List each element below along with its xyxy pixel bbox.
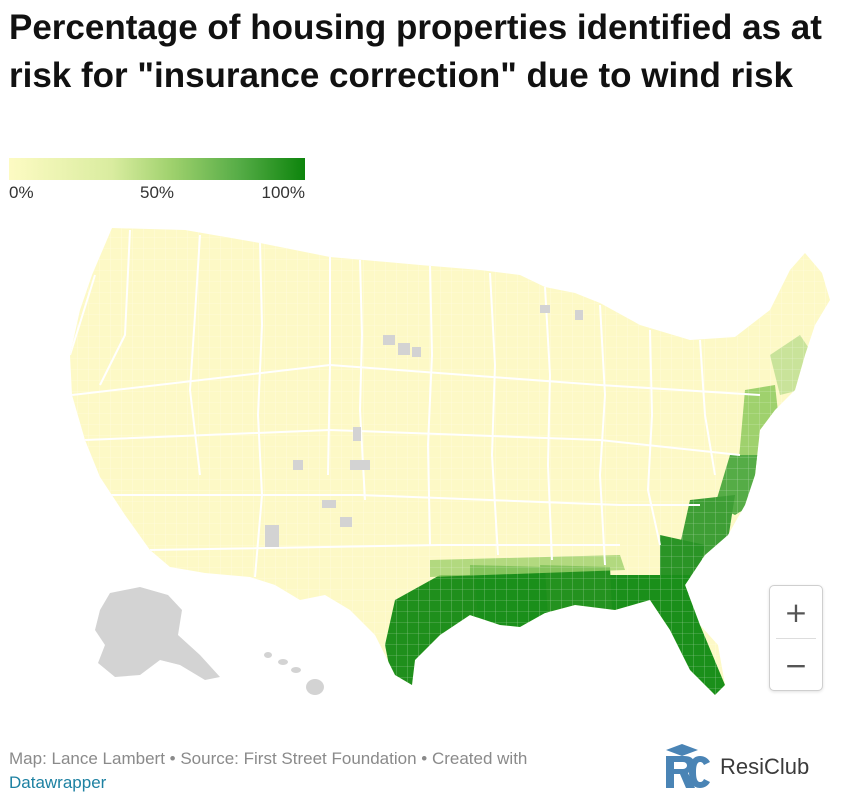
zoom-out-button[interactable]: −: [770, 639, 822, 691]
region-alaska[interactable]: [95, 587, 220, 680]
zoom-in-button[interactable]: +: [770, 586, 822, 638]
zoom-divider: [776, 638, 816, 639]
state-borders: [70, 229, 761, 578]
legend-gradient-bar: [9, 158, 305, 180]
legend-label-mid: 50%: [139, 183, 175, 202]
region-hawaii[interactable]: [264, 652, 324, 695]
no-data-counties: [265, 305, 583, 547]
resiclub-logo-icon: [666, 744, 710, 788]
choropleth-map[interactable]: [0, 215, 848, 715]
legend-label-min: 0%: [9, 183, 34, 202]
datawrapper-link[interactable]: Datawrapper: [9, 773, 107, 792]
source-credit: Map: Lance Lambert • Source: First Stree…: [9, 747, 629, 795]
zoom-controls: + −: [769, 585, 823, 691]
legend-label-max: 100%: [261, 183, 305, 202]
color-legend: 0% 50% 100%: [9, 158, 305, 204]
legend-labels: 0% 50% 100%: [9, 180, 305, 204]
brand-name: ResiClub: [720, 754, 810, 779]
chart-title: Percentage of housing properties identif…: [9, 8, 822, 95]
credit-text: Map: Lance Lambert • Source: First Stree…: [9, 749, 528, 768]
resiclub-logo: ResiClub: [662, 742, 809, 792]
us-county-map[interactable]: [0, 215, 848, 715]
